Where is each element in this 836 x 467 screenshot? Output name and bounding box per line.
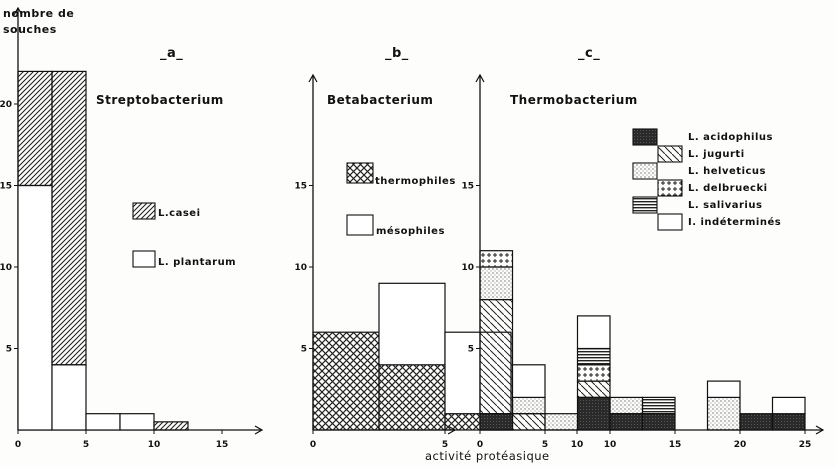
panel-title: Thermobacterium	[510, 93, 638, 107]
y-axis-arrow	[13, 6, 23, 16]
x-tick-label: 5	[542, 440, 548, 450]
y-axis-arrow	[475, 73, 485, 83]
x-tick-label: 25	[799, 440, 812, 450]
legend-swatch	[657, 179, 683, 197]
bar-segment	[119, 413, 155, 431]
legend-swatch	[657, 213, 683, 231]
legend-label: L. helveticus	[688, 166, 766, 177]
x-tick-label: 15	[669, 440, 682, 450]
legend-label: L.casei	[158, 208, 201, 219]
legend-swatch	[632, 128, 658, 146]
panel-title: Betabacterium	[327, 93, 433, 107]
y-tick-label: 5	[468, 345, 474, 355]
legend-swatch	[132, 250, 156, 268]
x-tick-label: 10	[571, 440, 584, 450]
bar-segment	[153, 421, 189, 431]
legend-label: mésophiles	[376, 225, 445, 237]
x-tick-label: 0	[310, 440, 316, 450]
legend-label: L. delbruecki	[688, 183, 768, 194]
y-axis-title-line1: nombre de	[3, 7, 74, 20]
x-axis-arrow	[815, 425, 825, 435]
y-tick-label: 10	[0, 263, 12, 273]
bar-segment	[17, 184, 53, 431]
bar-segment	[609, 413, 644, 431]
x-tick-label: 5	[442, 440, 448, 450]
legend-label: L. plantarum	[158, 257, 236, 268]
x-tick-label: 10	[148, 440, 161, 450]
bar-segment	[576, 380, 611, 399]
bar-segment	[511, 413, 546, 431]
bar-segment	[511, 364, 546, 398]
bar-segment	[378, 364, 446, 431]
bar-segment	[511, 396, 546, 415]
x-tick-label: 5	[83, 440, 89, 450]
legend-swatch	[132, 202, 156, 220]
legend-label: I. indéterminés	[688, 216, 781, 228]
legend-swatch	[632, 196, 658, 214]
legend-swatch	[632, 162, 658, 180]
bar-segment	[479, 250, 514, 268]
y-axis-title-line2: souches	[3, 23, 57, 36]
bar-segment	[576, 315, 611, 350]
bar-segment	[576, 347, 611, 366]
y-tick-label: 10	[461, 263, 474, 273]
legend-swatch	[346, 162, 374, 184]
legend-label: L. jugurti	[688, 149, 745, 160]
legend-label: L. salivarius	[688, 200, 762, 211]
bar-segment	[706, 380, 741, 399]
y-axis-arrow	[308, 73, 318, 83]
bar-segment	[479, 413, 514, 431]
x-axis-arrow	[254, 425, 264, 435]
bar-segment	[312, 331, 380, 431]
bar-segment	[51, 364, 87, 431]
bar-segment	[378, 282, 446, 366]
y-tick-label: 15	[0, 182, 12, 192]
x-tick-label: 20	[734, 440, 747, 450]
bar-segment	[51, 70, 87, 366]
bar-segment	[641, 413, 676, 431]
x-tick-label: 0	[15, 440, 21, 450]
bar-segment	[771, 413, 806, 431]
bar-segment	[85, 413, 121, 431]
bar-segment	[609, 396, 644, 415]
bar-segment	[544, 413, 579, 431]
bar-segment	[739, 413, 774, 431]
y-tick-label: 5	[6, 345, 12, 355]
y-tick-label: 10	[294, 263, 307, 273]
legend-label: thermophiles	[375, 176, 456, 187]
panel-label: _c_	[578, 46, 600, 61]
legend-label: L. acidophilus	[688, 132, 773, 143]
legend-swatch	[346, 214, 374, 236]
bar-segment	[576, 364, 611, 382]
bar-segment	[17, 70, 53, 187]
panel-label: _a_	[160, 46, 183, 61]
bar-segment	[479, 299, 514, 415]
bar-segment	[479, 266, 514, 301]
panel-label: _b_	[385, 46, 409, 61]
x-tick-label: 10	[604, 440, 617, 450]
bar-segment	[641, 396, 676, 415]
y-tick-label: 5	[301, 345, 307, 355]
y-tick-label: 20	[0, 100, 12, 110]
y-tick-label: 15	[294, 182, 307, 192]
x-axis-title: activité protéasique	[425, 449, 550, 463]
legend-swatch	[657, 145, 683, 163]
x-tick-label: 15	[216, 440, 229, 450]
bar-segment	[706, 396, 741, 431]
bar-segment	[576, 396, 611, 431]
bar-segment	[771, 396, 806, 415]
y-tick-label: 15	[461, 182, 474, 192]
x-tick-label: 0	[477, 440, 483, 450]
panel-title: Streptobacterium	[96, 93, 224, 107]
